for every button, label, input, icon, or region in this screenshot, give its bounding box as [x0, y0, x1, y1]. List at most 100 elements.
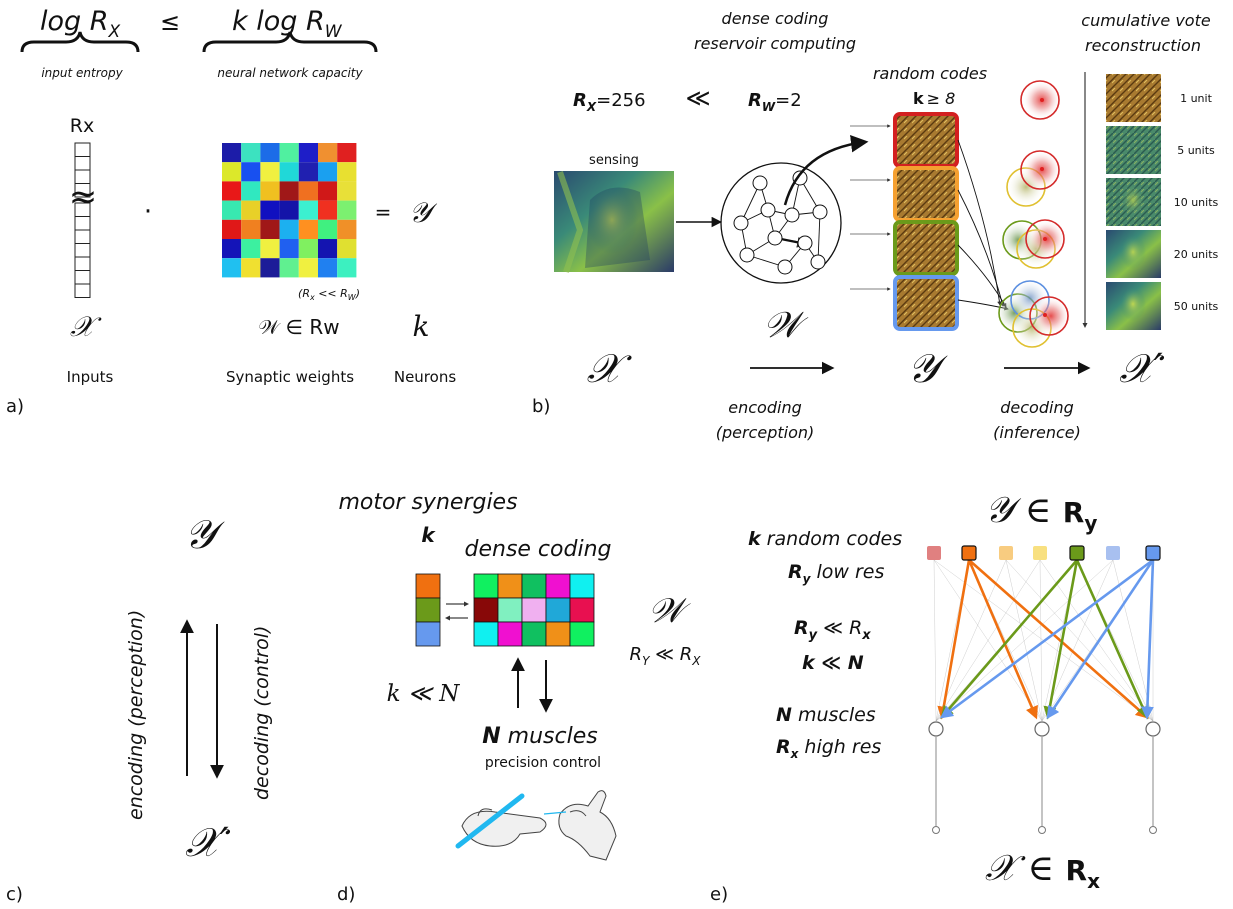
code-to-muscle-network	[927, 545, 1161, 834]
weight-cell	[298, 181, 318, 201]
synergy-edge	[1140, 559, 1155, 720]
weight-cell	[279, 258, 299, 278]
weight-cell	[260, 239, 280, 259]
vote-circle	[1020, 150, 1060, 190]
code-node	[1069, 545, 1085, 561]
reconstruction-face	[1120, 235, 1146, 269]
x-symbol-b: 𝒳	[587, 346, 633, 392]
weight-cell	[241, 219, 261, 239]
panel-d-label: d)	[337, 884, 355, 905]
weight-cell	[279, 181, 299, 201]
panel-a-label: a)	[6, 396, 24, 417]
reconstruction-images: 1 unit 5 units 10 units 20 units 50 units	[1106, 74, 1219, 330]
units-label: 10 units	[1174, 196, 1219, 209]
synergy-edge	[968, 559, 1149, 719]
synergy-edge	[1043, 559, 1079, 720]
reservoir-node	[733, 215, 749, 231]
vote-center-dot	[1040, 167, 1044, 171]
weight-cell	[279, 239, 299, 259]
reconstruction-face	[1120, 287, 1146, 321]
reservoir-edge	[817, 211, 821, 263]
lena-input-image	[554, 171, 674, 273]
weight-cell	[260, 181, 280, 201]
k-neurons-symbol: k	[413, 310, 430, 343]
input-cell	[74, 283, 91, 298]
input-cell	[74, 270, 91, 285]
muscle-node	[1034, 721, 1050, 737]
faint-edge	[935, 559, 1114, 722]
weight-cell	[279, 219, 299, 239]
x-in-rx: 𝒳 ∈ Rx	[985, 848, 1100, 893]
ry-ll-rx-e: Ry ≪ Rx	[794, 617, 871, 643]
reservoir-node	[739, 247, 755, 263]
synergy-edge	[967, 559, 1038, 720]
faint-edge	[1039, 559, 1154, 722]
x-prime-symbol-b: 𝒳′	[1119, 346, 1165, 392]
weight-cell	[337, 219, 357, 239]
sensing-label: sensing	[589, 153, 639, 168]
vote-circle	[1029, 296, 1069, 336]
code-node	[1033, 546, 1047, 560]
reservoir-to-codes-arrow	[783, 135, 869, 206]
motor-synergies-title: motor synergies	[338, 490, 517, 515]
n-muscles-d: N muscles	[482, 724, 597, 749]
reservoir-node	[810, 254, 826, 270]
synaptic-weights-label: Synaptic weights	[226, 368, 354, 386]
input-cell	[74, 256, 91, 271]
synergy-edge	[939, 558, 1154, 719]
muscle-cell	[521, 597, 547, 623]
y-symbol-c: 𝒴	[184, 512, 225, 558]
weight-cell	[318, 143, 338, 163]
reservoir-computing-title: reservoir computing	[694, 34, 856, 53]
panel-e-label: e)	[710, 884, 728, 905]
random-code-tile	[893, 166, 959, 222]
faint-edge	[1005, 559, 1154, 722]
network-capacity-label: neural network capacity	[217, 66, 363, 80]
weight-cell	[222, 200, 242, 220]
perception-label: (perception)	[716, 423, 815, 442]
reconstruction-title: reconstruction	[1085, 36, 1201, 55]
muscle-cell	[473, 573, 499, 599]
weight-cell	[222, 143, 242, 163]
rw-2-label: RW=2	[748, 90, 802, 114]
weight-cell	[222, 162, 242, 182]
reservoir-node	[784, 207, 800, 223]
weight-cell	[298, 239, 318, 259]
weight-cell	[337, 200, 357, 220]
weight-cell	[318, 219, 338, 239]
faint-edge	[1005, 559, 1043, 722]
decoding-label: decoding	[1000, 398, 1073, 417]
k-log-rw-expression: k log RW	[232, 6, 343, 42]
muscle-cell	[545, 573, 571, 599]
weight-cell	[260, 258, 280, 278]
input-entropy-brace	[20, 31, 140, 53]
reconstruction-face	[1120, 183, 1146, 217]
synergy-cell	[415, 621, 441, 647]
input-node	[1149, 826, 1157, 834]
faint-edge	[935, 559, 1041, 722]
muscle-cell	[497, 621, 523, 647]
panel-b: dense coding reservoir computing cumulat…	[532, 9, 1219, 442]
panel-b-label: b)	[532, 396, 550, 417]
weight-cell	[241, 181, 261, 201]
synergy-edge	[940, 559, 1078, 719]
muscle-cell	[521, 621, 547, 647]
rx-high-res-label: Rx high res	[776, 736, 881, 761]
random-code-tiles	[850, 112, 1009, 331]
weight-cell	[222, 258, 242, 278]
weight-cell	[318, 258, 338, 278]
vote-center-dot	[1040, 98, 1044, 102]
decoding-control-vertical: decoding (control)	[251, 626, 273, 800]
synergy-cell	[415, 597, 441, 623]
faint-edge	[1112, 559, 1154, 722]
muscle-cell	[569, 621, 595, 647]
precision-control-label: precision control	[485, 755, 601, 771]
vote-center-dot	[1043, 313, 1047, 317]
k-ge-8-label: k ≥ 8	[913, 89, 955, 108]
dense-coding-title: dense coding	[722, 9, 829, 28]
input-cell	[74, 243, 91, 258]
weight-cell	[337, 143, 357, 163]
panel-c: 𝒴 encoding (perception) decoding (contro…	[6, 512, 273, 905]
muscle-cell	[497, 573, 523, 599]
